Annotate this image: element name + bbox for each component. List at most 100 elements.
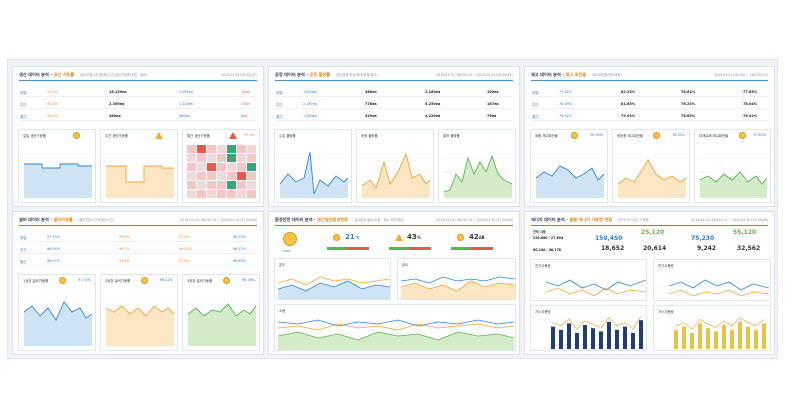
cell: 97.6% [179, 235, 190, 239]
row-label: 월간 [532, 115, 539, 119]
chart-value: 97.0% [244, 133, 255, 137]
row-label: 주간 [20, 103, 27, 107]
chart-title: 2공장 설비가동률 [105, 279, 131, 283]
heatmap-grid [187, 145, 256, 198]
bar [567, 323, 571, 349]
heatmap-cell [247, 154, 256, 162]
cell: 78.61% [681, 90, 696, 94]
range-bars [327, 247, 493, 250]
product-turnover-chart: 제품 재고회전율 76.30% [530, 129, 608, 203]
weekly-rate-chart: 주간 생산가동률 [100, 129, 178, 203]
cell: 97.70% [47, 235, 60, 239]
cell: 5,250ea [425, 102, 441, 106]
bar [575, 333, 579, 349]
heatmap-cell [237, 154, 246, 162]
heatmap-cell [207, 181, 216, 189]
energy-title-text: 에너지 데이터 분석 [531, 217, 565, 222]
cell: 97.6% [179, 259, 190, 263]
cell: 4,220ea [425, 114, 441, 118]
row-label: 월간 [20, 115, 27, 119]
row-label: 월간 [276, 115, 283, 119]
cell: 81.65% [621, 102, 636, 106]
area-chart [360, 152, 432, 198]
cell: 98.85% [233, 259, 246, 263]
environment-title-text: 환경안전 데이터 분석 [275, 217, 313, 222]
elec-total2-value: 27,894 [550, 236, 564, 240]
chart-title: 주간 생산가동률 [105, 134, 128, 138]
production-subtitle: (설비가동시간/총생산시간/설비가동률/조업 · 설비) [79, 73, 148, 77]
noise-unit: dB [478, 235, 485, 240]
chart-title: 일일 생산가동률 [23, 134, 46, 138]
dashboard-frame: 생산 데이터 분석 · 생산 가동률 (설비가동시간/총생산시간/설비가동률/조… [7, 59, 778, 359]
energy-accent: 월별 에너지 사용량 현황 [569, 217, 613, 222]
cell: 2,300ea [109, 102, 125, 106]
cell: 79.03% [621, 114, 636, 118]
heatmap-cell [217, 163, 226, 171]
environment-accent: 생산일반환경현황 [317, 217, 348, 222]
area-chart [278, 151, 350, 198]
row-label: 당일 [532, 91, 539, 95]
equipment-subtitle: (설비가동시간/총설비시간) [78, 218, 114, 222]
environment-subtitle: (실내온도/습도/소음 · 최소,최대,평균) [353, 218, 405, 222]
humidity-chart: 습도 [397, 258, 516, 300]
bar [599, 331, 603, 349]
bar [754, 329, 758, 349]
table-row: 당일 97.70% 95.0% 97.6% 98.70% [19, 233, 257, 242]
elec-sub-value: 80,240 [533, 248, 546, 252]
row-label: 주간 [532, 103, 539, 107]
elec-blue-value: 150,450 [595, 235, 623, 242]
production-title-text: 생산 데이터 분석 [19, 72, 49, 77]
cell: 78.04% [743, 102, 758, 106]
table-row: 당일 77.32% 82.25% 78.61% 77.85% [531, 88, 768, 97]
heatmap-cell [237, 163, 246, 171]
humid-value: 43 [407, 233, 417, 241]
bar [730, 329, 734, 349]
cell: 100ea [487, 90, 499, 94]
divider [275, 225, 513, 226]
smile-icon [141, 277, 148, 284]
cell: 95.0% [119, 235, 130, 239]
cell: 1,095ea [179, 90, 193, 94]
chart-title: 3공장 설비가동률 [187, 279, 213, 283]
cell: 93.8% [119, 259, 130, 263]
heatmap-cell [187, 154, 196, 162]
equipment-date: 2019.03.01 (08:30:11) ~ 2019.03.14 (17:3… [180, 218, 257, 222]
cell: 380ea [365, 90, 377, 94]
alert-icon [229, 132, 237, 139]
heatmap-cell [207, 172, 216, 180]
table-row: 월간 96.57% 93.8% 97.6% 98.85% [19, 257, 257, 266]
smile-icon [59, 277, 66, 284]
row-label: 월간 [20, 260, 27, 264]
heatmap-cell [237, 172, 246, 180]
heatmap-cell [247, 190, 256, 198]
cell: 2,187ea [303, 102, 317, 106]
chart-title: 가스사용량 [535, 310, 551, 314]
chart-title: 재공품 재고회전율 [617, 134, 644, 138]
bar-chart [674, 317, 766, 349]
heatmap-cell [217, 172, 226, 180]
bar [615, 329, 619, 349]
chart-value: 96.12% [160, 278, 173, 282]
cell: 76.92% [559, 114, 572, 118]
cell: 78.39% [559, 102, 572, 106]
gas-value-1: 9,242 [697, 245, 716, 252]
row-label: 당일 [20, 236, 27, 240]
production-accent: 생산 가동률 [53, 72, 75, 77]
cell: 77.85% [743, 90, 758, 94]
heatmap-cell [247, 163, 256, 171]
row-label: 주간 [20, 248, 27, 252]
bar [698, 323, 702, 349]
energy-panel: 에너지 데이터 분석 · 월별 에너지 사용량 현황 (전기/가스/수도 사용량… [524, 211, 775, 355]
heatmap-cell [197, 190, 206, 198]
energy-date: 2019.04.01 (08:30:11) ~ 2019.04.30 (17:3… [691, 218, 768, 222]
cell: 95.4% [47, 102, 58, 106]
heatmap-cell [247, 145, 256, 153]
chart-value: 96.76% [242, 278, 255, 282]
bar [762, 323, 766, 349]
bar [714, 331, 718, 349]
inventory-title: 재고 데이터 분석 · 재고 회전율 (재고회전율/재고비용) [531, 72, 622, 77]
cell: 96.1% [119, 247, 130, 251]
heatmap-cell [227, 181, 236, 189]
line-chart [546, 279, 646, 297]
gas-blue-value: 75,230 [691, 235, 715, 242]
